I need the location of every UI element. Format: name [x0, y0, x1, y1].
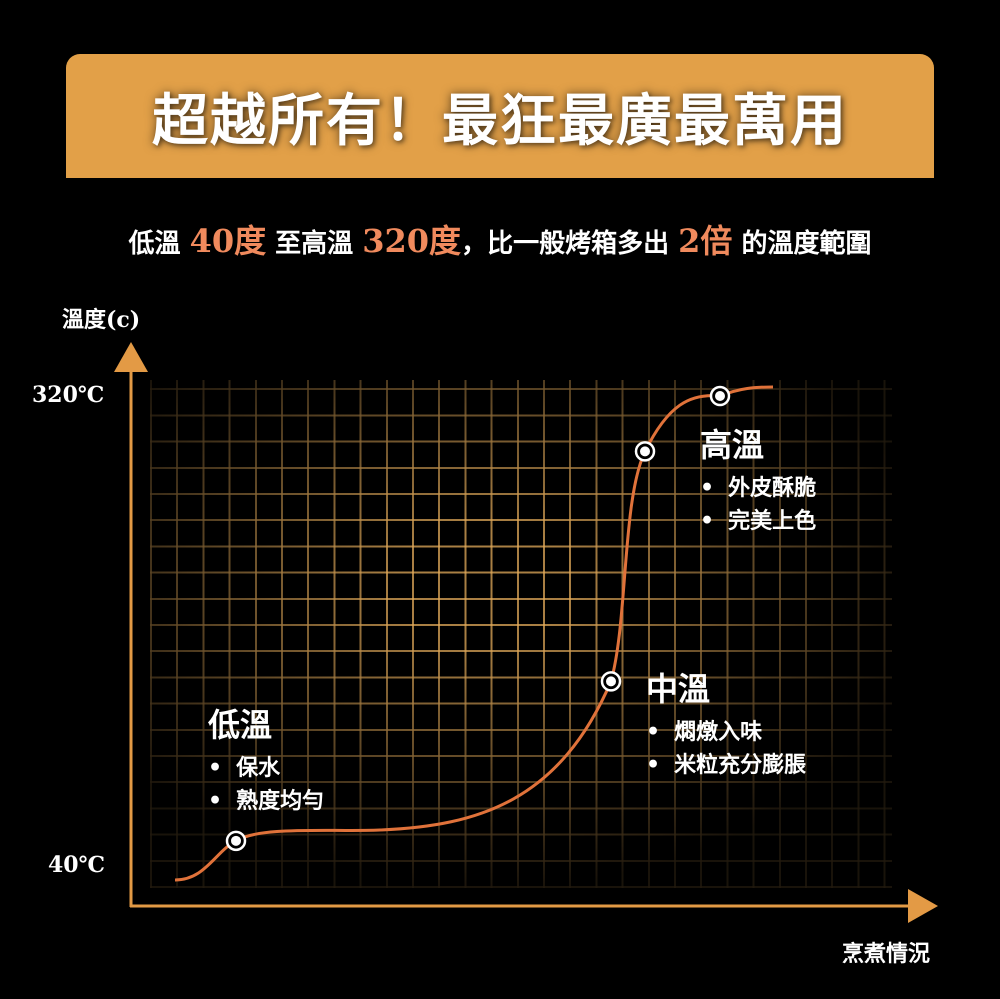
y-tick-label: 320℃ [32, 382, 105, 408]
annotation-item: 保水 [208, 752, 324, 785]
subtitle-highlight: 320度 [362, 222, 462, 260]
subtitle-text: ，比一般烤箱多出 [461, 229, 670, 259]
subtitle-text: 的溫度範圍 [741, 229, 872, 259]
annotation-item: 燜燉入味 [646, 716, 806, 749]
subtitle-highlight: 40度 [189, 222, 267, 260]
subtitle-text: 低溫 [128, 229, 181, 259]
x-axis-arrow-icon [908, 889, 938, 923]
data-point-center [231, 835, 241, 846]
annotation-title: 高溫 [700, 426, 765, 464]
subtitle-text: 至高溫 [275, 229, 354, 259]
x-axis-label: 烹煮情況 [842, 941, 931, 967]
y-axis-label: 溫度(c) [62, 307, 141, 333]
subtitle-highlight: 2倍 [678, 222, 733, 260]
temperature-curve [174, 385, 774, 882]
data-point-center [606, 676, 616, 687]
data-point-center [715, 391, 725, 401]
annotation-mid: 中溫 燜燉入味 米粒充分膨脹 [646, 664, 806, 782]
title-banner: 超越所有！最狂最廣最萬用 [66, 54, 934, 178]
annotation-title: 低溫 [208, 706, 273, 744]
y-axis-arrow-icon [114, 342, 148, 372]
annotation-high: 高溫 外皮酥脆 完美上色 [700, 420, 816, 538]
annotation-item: 外皮酥脆 [700, 472, 816, 505]
subtitle: 低溫 40度 至高溫 320度，比一般烤箱多出 2倍 的溫度範圍 [0, 216, 1000, 262]
annotation-item: 米粒充分膨脹 [646, 749, 806, 782]
annotation-item: 完美上色 [700, 505, 816, 538]
y-tick-label: 40℃ [48, 852, 105, 878]
page-title: 超越所有！最狂最廣最萬用 [152, 87, 848, 154]
annotation-item: 熟度均勻 [208, 785, 324, 818]
data-point-center [640, 446, 650, 457]
annotation-low: 低溫 保水 熟度均勻 [208, 700, 324, 818]
annotation-title: 中溫 [646, 670, 711, 708]
